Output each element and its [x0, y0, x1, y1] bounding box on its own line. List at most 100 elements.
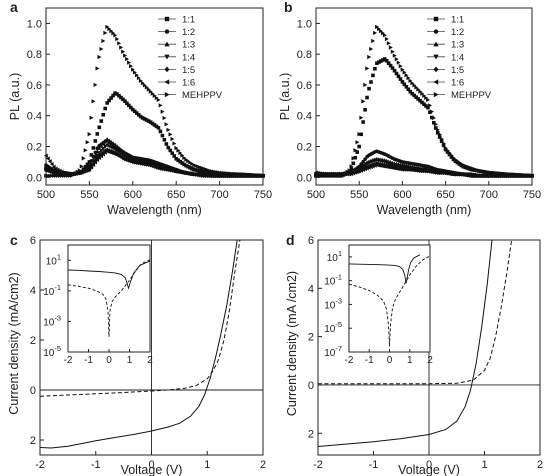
data-point: [347, 168, 352, 173]
inset-curves: [68, 259, 150, 337]
data-point: [164, 142, 169, 146]
data-point: [158, 129, 163, 134]
x-tick-label: 750: [523, 189, 541, 201]
data-point: [162, 138, 167, 142]
data-point: [174, 168, 178, 174]
y-tick-label: 2: [30, 435, 36, 447]
legend-entry: 1:4: [182, 52, 195, 63]
data-point: [53, 170, 58, 176]
y-tick-label: 0.2: [297, 142, 312, 154]
inset-x-tick-label: 2: [147, 355, 153, 366]
data-point: [89, 115, 94, 120]
y-tick-label: 0.2: [27, 142, 42, 154]
legend-entry: 1:5: [451, 65, 464, 76]
data-point: [396, 166, 401, 172]
data-point: [362, 163, 368, 168]
data-point: [138, 161, 143, 166]
data-point: [382, 33, 387, 38]
data-point: [47, 168, 52, 174]
data-point: [390, 163, 395, 169]
data-point: [156, 125, 161, 130]
data-point: [144, 162, 149, 167]
legend-marker: [433, 54, 439, 60]
x-tick-label: 700: [210, 189, 228, 201]
data-point: [132, 160, 137, 165]
curves: [318, 240, 513, 447]
data-point: [410, 167, 415, 172]
data-point: [439, 136, 444, 142]
data-point: [357, 132, 362, 137]
data-point: [99, 153, 104, 159]
data-point: [371, 73, 375, 78]
data-point: [398, 165, 403, 171]
legend-entry: MEHPPV: [182, 90, 223, 101]
data-point: [119, 45, 124, 50]
data-point: [203, 172, 208, 178]
legend-entry: 1:6: [182, 78, 195, 89]
data-point: [426, 97, 431, 103]
x-tick-label: 0: [426, 459, 432, 471]
x-tick-label: -1: [91, 459, 101, 471]
data-point: [99, 143, 104, 148]
legend-entry: 1:6: [451, 78, 464, 89]
inset-y-tick-label: 101: [46, 252, 61, 267]
data-point: [136, 160, 141, 166]
data-point: [361, 120, 365, 124]
data-point: [179, 170, 184, 175]
data-point: [388, 165, 393, 170]
data-point: [369, 46, 374, 52]
data-point: [160, 166, 165, 171]
legend-marker: [164, 16, 170, 22]
data-point: [461, 172, 466, 177]
y-tick-label: 0.0: [27, 172, 42, 184]
data-point: [408, 167, 413, 172]
inset-y-tick-label-base: 10: [46, 256, 58, 267]
data-point: [189, 171, 194, 177]
dark-curve: [40, 240, 241, 397]
x-tick-label: 600: [393, 189, 411, 201]
data-point: [398, 63, 403, 69]
data-point: [97, 145, 102, 150]
legend-marker: [164, 41, 170, 47]
data-point: [199, 172, 204, 177]
data-point: [129, 63, 133, 69]
data-point: [435, 127, 440, 133]
data-point: [351, 161, 356, 166]
data-point: [81, 156, 86, 161]
data-point: [459, 172, 464, 177]
data-point: [146, 162, 151, 167]
y-axis-label: Current density (mA /cm2): [285, 271, 299, 416]
plot-frame: [315, 7, 533, 186]
inset-y-tick-label: 10-1: [43, 283, 61, 298]
data-point: [371, 38, 376, 44]
data-point: [112, 147, 118, 152]
data-point: [378, 163, 383, 168]
inset-y-tick-label-exp: -3: [54, 313, 61, 322]
inset-x-tick-label: -1: [365, 355, 374, 366]
data-point: [187, 171, 192, 176]
data-point: [359, 115, 364, 120]
data-point: [61, 170, 66, 175]
series-MEHPPV: [44, 24, 266, 178]
x-tick-label: 550: [80, 189, 98, 201]
data-point: [112, 142, 118, 147]
y-tick-label: 0: [308, 380, 314, 392]
legend-marker: [164, 29, 170, 34]
inset-x-tick-label: -1: [84, 355, 93, 366]
legend-marker: [433, 79, 439, 85]
data-point: [372, 161, 377, 167]
data-point: [134, 160, 139, 165]
inset-x-tick-label: 2: [427, 355, 433, 366]
data-point: [465, 172, 469, 178]
y-tick-label: 2: [308, 428, 314, 440]
y-axis-label: PL (a.u.): [8, 73, 22, 120]
data-point: [122, 154, 128, 159]
y-tick-label: 1.0: [297, 18, 312, 30]
data-point: [166, 127, 171, 133]
data-point: [363, 157, 367, 161]
data-point: [437, 132, 442, 137]
data-point: [101, 141, 106, 146]
inset-x-tick-label: -2: [64, 355, 73, 366]
